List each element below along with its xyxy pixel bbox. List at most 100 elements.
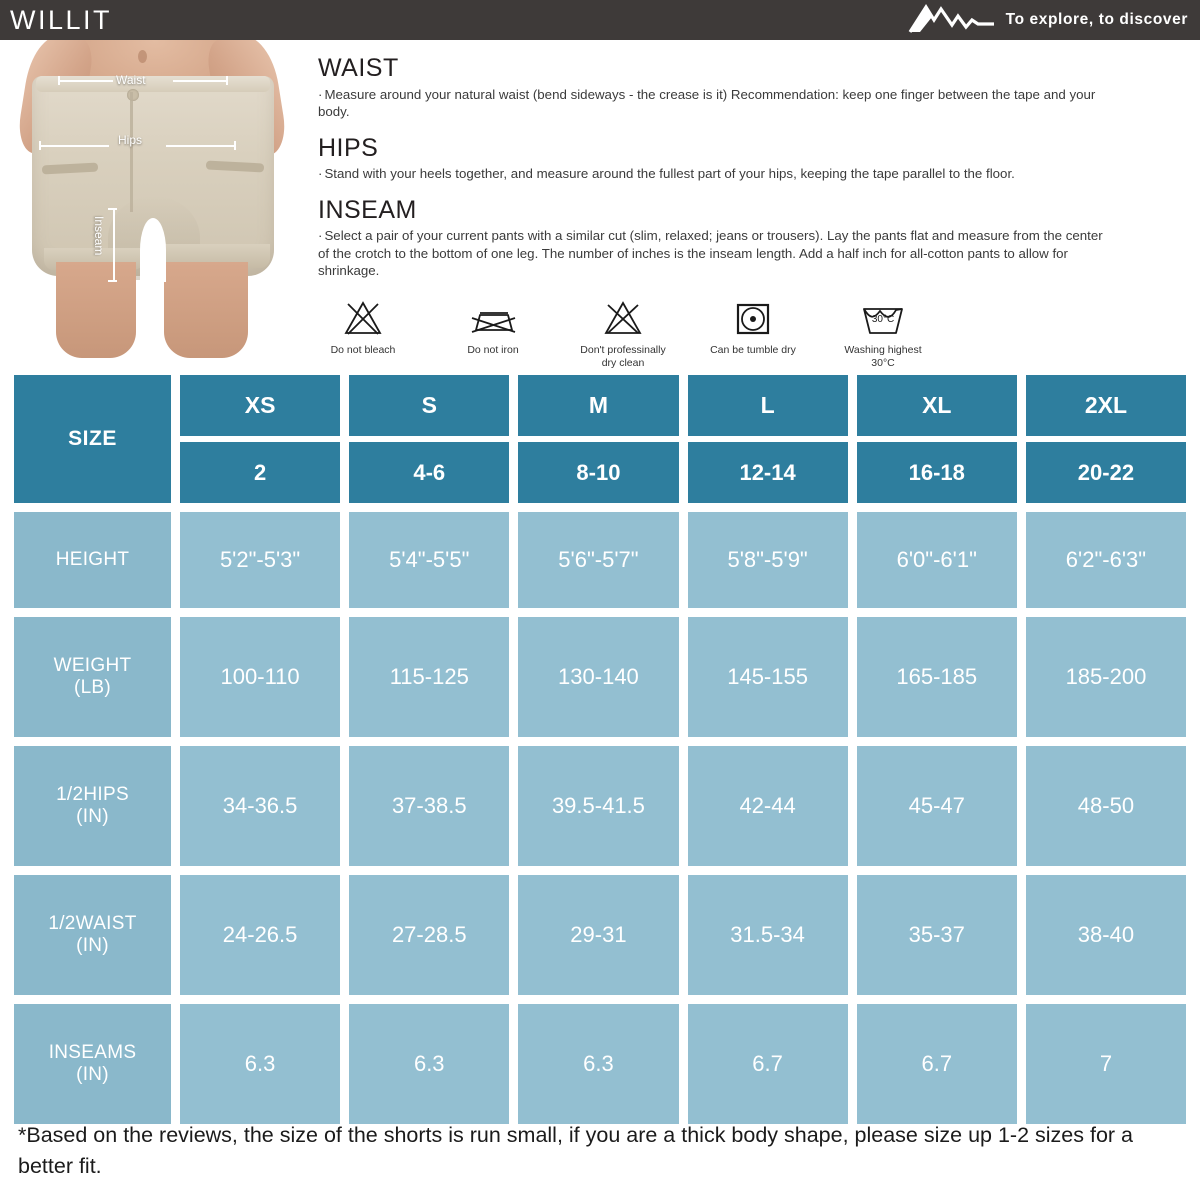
cell-half-waist-2xl: 38-40	[1025, 875, 1187, 995]
size-letter-xl: XL	[856, 375, 1017, 436]
cell-half-waist-m: 29-31	[518, 875, 679, 995]
table-row-height: HEIGHT 5'2"-5'3" 5'4"-5'5" 5'6"-5'7" 5'8…	[14, 512, 1187, 608]
care-label-do-not-bleach: Do not bleach	[330, 344, 396, 356]
cell-height-2xl: 6'2"-6'3"	[1025, 512, 1187, 608]
cell-half-waist-l: 31.5-34	[687, 875, 848, 995]
size-column-2xl: 2XL 20-22	[1025, 375, 1187, 503]
size-letter-m: M	[518, 375, 679, 436]
row-label-height: HEIGHT	[14, 512, 171, 608]
cell-half-hips-2xl: 48-50	[1025, 746, 1187, 866]
row-label-half-hips: 1/2HIPS (IN)	[14, 746, 171, 866]
cell-weight-2xl: 185-200	[1025, 617, 1187, 737]
photo-button	[127, 89, 139, 101]
size-number-s: 4-6	[349, 442, 510, 503]
cell-weight-xs: 100-110	[180, 617, 341, 737]
cell-height-xl: 6'0"-6'1"	[856, 512, 1017, 608]
row-label-half-hips-text: 1/2HIPS	[56, 783, 129, 805]
cell-half-hips-l: 42-44	[687, 746, 848, 866]
care-label-do-not-dry-clean: Don't professinally dry clean	[580, 344, 666, 370]
care-label-tumble-dry: Can be tumble dry	[710, 344, 796, 356]
photo-leg-gap	[140, 218, 166, 282]
brand-tagline: To explore, to discover	[1005, 11, 1188, 28]
cell-inseams-l: 6.7	[687, 1004, 848, 1124]
waist-right-cap	[226, 76, 228, 85]
row-label-inseams-text: INSEAMS	[48, 1041, 137, 1063]
size-column-xl: XL 16-18	[856, 375, 1017, 503]
photo-fly-seam	[130, 92, 133, 212]
size-number-xl: 16-18	[856, 442, 1017, 503]
measurement-instructions: WAIST · Measure around your natural waist…	[318, 54, 1118, 294]
cell-weight-s: 115-125	[349, 617, 510, 737]
waist-body-text: Measure around your natural waist (bend …	[318, 86, 1096, 120]
size-number-m: 8-10	[518, 442, 679, 503]
size-number-xs: 2	[180, 442, 341, 503]
inseam-section-body: · Select a pair of your current pants wit…	[318, 228, 1103, 279]
cell-inseams-xl: 6.7	[856, 1004, 1017, 1124]
care-item-do-not-dry-clean: Don't professinally dry clean	[578, 298, 668, 370]
care-item-wash-30c: 30°C Washing highest 30°C	[838, 298, 928, 370]
cell-weight-xl: 165-185	[856, 617, 1017, 737]
cell-half-hips-s: 37-38.5	[349, 746, 510, 866]
row-label-half-waist: 1/2WAIST (IN)	[14, 875, 171, 995]
row-label-half-hips-unit: (IN)	[76, 806, 109, 827]
cell-weight-m: 130-140	[518, 617, 679, 737]
size-chart-table: SIZE XS 2 S 4-6 M 8-10 L 12-14 XL 16-18 …	[14, 375, 1187, 1133]
photo-navel	[138, 50, 147, 63]
care-symbols-row: Do not bleach Do not iron Don't professi…	[318, 298, 928, 370]
table-row-weight: WEIGHT (LB) 100-110 115-125 130-140 145-1…	[14, 617, 1187, 737]
do-not-dry-clean-icon	[602, 298, 644, 340]
cell-weight-l: 145-155	[687, 617, 848, 737]
inseam-annotation-label: Inseam	[92, 216, 106, 256]
hips-annotation-label: Hips	[118, 133, 143, 147]
row-label-weight: WEIGHT (LB)	[14, 617, 171, 737]
size-number-l: 12-14	[687, 442, 848, 503]
inseam-line	[113, 208, 115, 282]
sizing-footnote: *Based on the reviews, the size of the s…	[18, 1123, 1133, 1179]
product-photo: Waist Hips Inseam	[0, 40, 310, 358]
inseam-body-text: Select a pair of your current pants with…	[318, 228, 1103, 279]
hips-section-heading: HIPS	[318, 133, 379, 162]
row-label-half-waist-unit: (IN)	[76, 935, 109, 956]
size-letter-l: L	[687, 375, 848, 436]
size-column-xs: XS 2	[180, 375, 341, 503]
waist-annotation-label: Waist	[116, 73, 146, 87]
size-number-2xl: 20-22	[1025, 442, 1187, 503]
row-label-inseams-unit: (IN)	[76, 1064, 109, 1085]
care-item-tumble-dry: Can be tumble dry	[708, 298, 798, 370]
cell-half-waist-s: 27-28.5	[349, 875, 510, 995]
row-label-half-waist-text: 1/2WAIST	[48, 912, 137, 934]
hips-left-line	[39, 145, 109, 147]
size-letter-2xl: 2XL	[1025, 375, 1187, 436]
table-header-row: SIZE XS 2 S 4-6 M 8-10 L 12-14 XL 16-18 …	[14, 375, 1187, 503]
size-header-cell: SIZE	[14, 375, 171, 503]
cell-half-hips-m: 39.5-41.5	[518, 746, 679, 866]
cell-inseams-2xl: 7	[1025, 1004, 1187, 1124]
care-item-do-not-bleach: Do not bleach	[318, 298, 408, 370]
cell-height-xs: 5'2"-5'3"	[180, 512, 341, 608]
size-column-s: S 4-6	[349, 375, 510, 503]
table-row-half-hips: 1/2HIPS (IN) 34-36.5 37-38.5 39.5-41.5 42…	[14, 746, 1187, 866]
cell-height-l: 5'8"-5'9"	[687, 512, 848, 608]
photo-waistband	[36, 76, 270, 92]
photo-right-thigh	[164, 262, 248, 358]
brand-logo-text: WILLIT	[10, 4, 113, 35]
tumble-dry-icon	[733, 298, 773, 340]
photo-left-thigh	[56, 262, 136, 358]
hips-body-text: Stand with your heels together, and meas…	[324, 166, 1015, 182]
waist-section-heading: WAIST	[318, 54, 399, 82]
care-item-do-not-iron: Do not iron	[448, 298, 538, 370]
mountain-peak-icon	[908, 3, 994, 38]
row-label-inseams: INSEAMS (IN)	[14, 1004, 171, 1124]
do-not-bleach-icon	[342, 298, 384, 340]
row-label-weight-unit: (LB)	[73, 677, 112, 698]
hips-section-body: · Stand with your heels together, and mea…	[318, 166, 1015, 182]
wash-temperature-text: 30°C	[872, 314, 894, 325]
table-row-inseams: INSEAMS (IN) 6.3 6.3 6.3 6.7 6.7 7	[14, 1004, 1187, 1124]
cell-half-hips-xs: 34-36.5	[180, 746, 341, 866]
cell-half-waist-xs: 24-26.5	[180, 875, 341, 995]
waist-right-line	[173, 80, 228, 82]
cell-inseams-m: 6.3	[518, 1004, 679, 1124]
size-column-m: M 8-10	[518, 375, 679, 503]
waist-left-line	[58, 80, 113, 82]
do-not-iron-icon	[468, 298, 518, 340]
